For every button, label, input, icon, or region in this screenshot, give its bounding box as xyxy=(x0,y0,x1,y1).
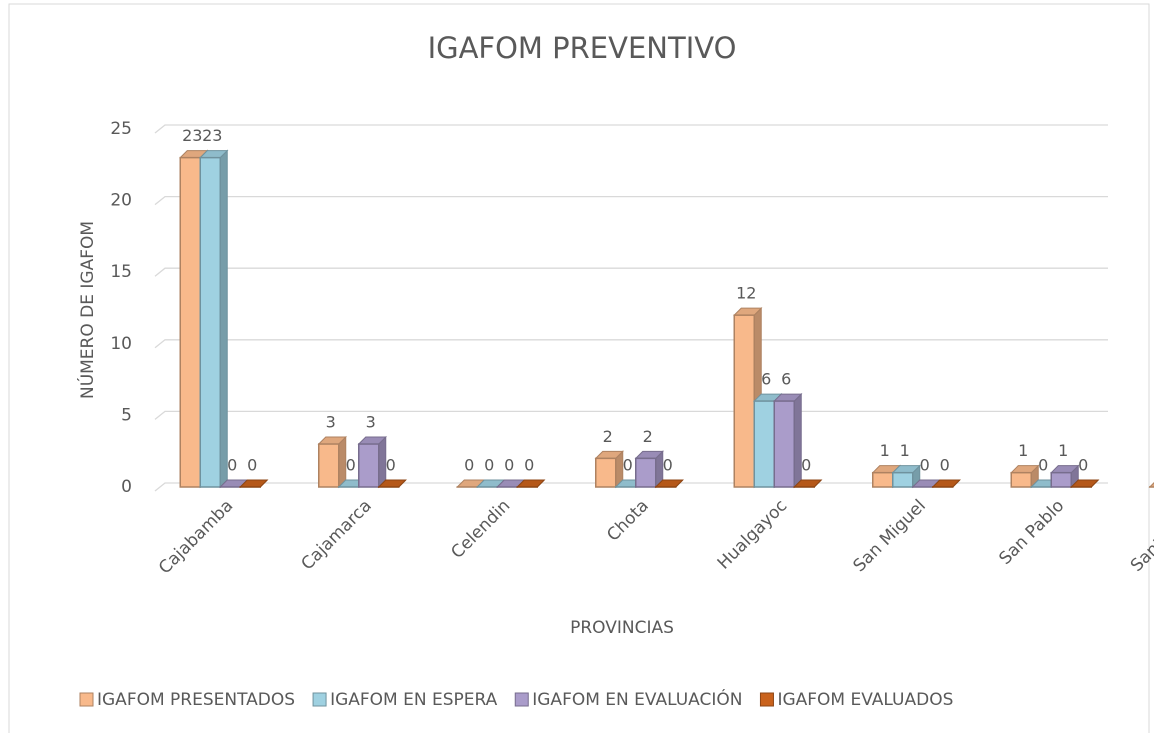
data-label: 0 xyxy=(1038,456,1048,475)
data-label: 6 xyxy=(781,370,791,389)
grid-line xyxy=(154,339,1108,349)
x-axis-title: PROVINCIAS xyxy=(570,618,674,638)
bar xyxy=(358,443,380,488)
legend-swatch xyxy=(79,692,94,707)
data-label: 0 xyxy=(801,456,811,475)
data-label: 3 xyxy=(326,413,336,432)
y-tick-label: 25 xyxy=(110,119,132,139)
legend-label: IGAFOM EVALUADOS xyxy=(777,690,953,710)
bar xyxy=(318,443,340,488)
bar xyxy=(773,400,795,488)
y-tick-label: 0 xyxy=(121,477,132,497)
data-label: 0 xyxy=(386,456,396,475)
legend-label: IGAFOM EN EVALUACIÓN xyxy=(532,688,742,710)
bar xyxy=(753,400,775,488)
data-label: 23 xyxy=(202,126,222,145)
y-tick-label: 20 xyxy=(110,191,132,211)
y-tick-label: 5 xyxy=(121,405,132,425)
data-label: 2 xyxy=(603,427,613,446)
data-label: 0 xyxy=(940,456,950,475)
data-label: 0 xyxy=(484,456,494,475)
data-label: 0 xyxy=(623,456,633,475)
data-label: 0 xyxy=(524,456,534,475)
legend-swatch xyxy=(759,692,774,707)
data-label: 1 xyxy=(880,441,890,460)
data-label: 12 xyxy=(736,284,756,303)
bar xyxy=(635,457,657,488)
y-axis-title: NÚMERO DE IGAFOM xyxy=(76,221,98,399)
data-label: 0 xyxy=(504,456,514,475)
bar xyxy=(1050,471,1072,488)
bar xyxy=(892,471,914,488)
data-label: 1 xyxy=(900,441,910,460)
data-label: 2 xyxy=(643,427,653,446)
data-label: 0 xyxy=(663,456,673,475)
legend-swatch xyxy=(312,692,327,707)
y-tick-label: 15 xyxy=(110,262,132,282)
y-tick-label: 10 xyxy=(110,334,132,354)
bar xyxy=(595,457,617,488)
bar-top xyxy=(1148,482,1154,488)
bar xyxy=(733,314,755,488)
bar xyxy=(872,471,894,488)
data-label: 3 xyxy=(366,413,376,432)
legend-label: IGAFOM EN ESPERA xyxy=(330,690,498,710)
data-label: 0 xyxy=(247,456,257,475)
data-label: 0 xyxy=(227,456,237,475)
bar-side xyxy=(219,149,228,489)
legend-label: IGAFOM PRESENTADOS xyxy=(97,690,295,710)
data-label: 0 xyxy=(464,456,474,475)
data-label: 1 xyxy=(1058,441,1068,460)
data-label: 1 xyxy=(1018,441,1028,460)
data-label: 0 xyxy=(1078,456,1088,475)
data-label: 0 xyxy=(920,456,930,475)
data-label: 23 xyxy=(182,126,202,145)
legend-swatch xyxy=(514,692,529,707)
data-label: 0 xyxy=(346,456,356,475)
bar xyxy=(1010,471,1032,488)
chart-title: IGAFOM PREVENTIVO xyxy=(428,31,737,65)
data-label: 6 xyxy=(761,370,771,389)
grid-line xyxy=(154,267,1108,277)
bar xyxy=(199,156,221,488)
bar xyxy=(179,156,201,488)
grid-line xyxy=(154,195,1108,206)
grid-line xyxy=(154,124,1108,134)
